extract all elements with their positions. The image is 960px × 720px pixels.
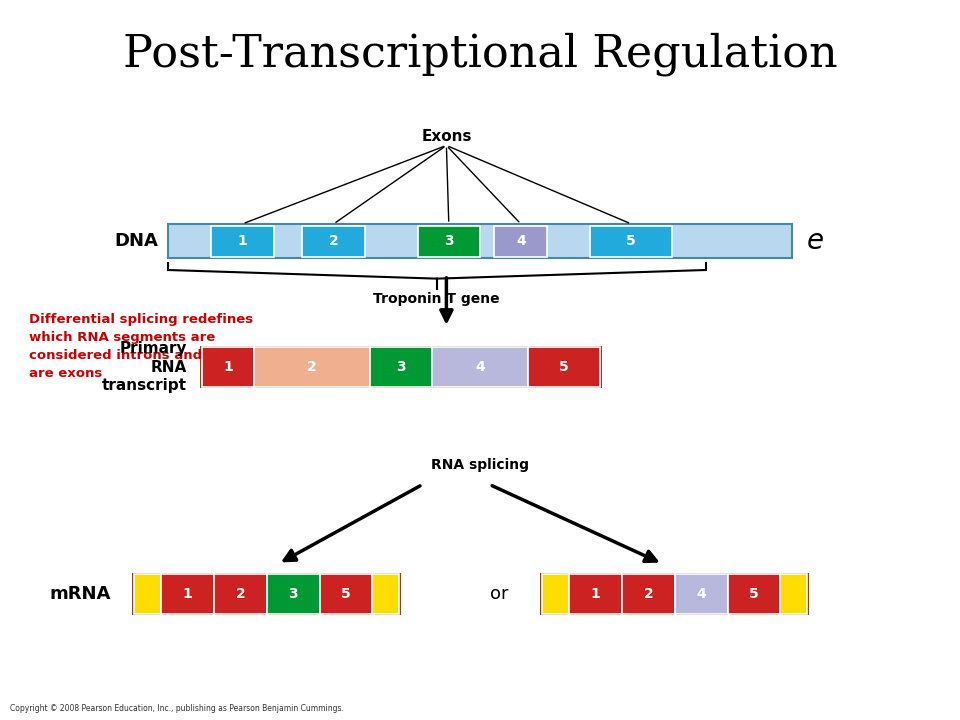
Text: 1: 1 [182, 587, 193, 601]
Text: e: e [806, 228, 824, 255]
Text: mRNA: mRNA [49, 585, 110, 603]
Text: 5: 5 [559, 360, 569, 374]
Text: 1: 1 [590, 587, 601, 601]
FancyBboxPatch shape [202, 348, 254, 387]
Text: Exons: Exons [421, 129, 471, 144]
FancyBboxPatch shape [372, 575, 399, 613]
Text: 3: 3 [288, 587, 299, 601]
Text: 5: 5 [749, 587, 759, 601]
FancyBboxPatch shape [432, 348, 528, 387]
Text: 1: 1 [237, 234, 248, 248]
FancyBboxPatch shape [540, 573, 809, 615]
FancyBboxPatch shape [528, 348, 600, 387]
Text: 2: 2 [643, 587, 654, 601]
Text: 3: 3 [444, 234, 454, 248]
Text: 2: 2 [235, 587, 246, 601]
Text: Post-Transcriptional Regulation: Post-Transcriptional Regulation [123, 32, 837, 76]
FancyBboxPatch shape [494, 225, 547, 257]
FancyBboxPatch shape [214, 575, 267, 613]
FancyBboxPatch shape [542, 575, 569, 613]
FancyBboxPatch shape [161, 575, 214, 613]
FancyBboxPatch shape [134, 575, 161, 613]
Text: Primary
RNA
transcript: Primary RNA transcript [102, 341, 187, 393]
Text: Copyright © 2008 Pearson Education, Inc., publishing as Pearson Benjamin Cumming: Copyright © 2008 Pearson Education, Inc.… [10, 704, 344, 713]
FancyBboxPatch shape [780, 575, 807, 613]
Text: 1: 1 [223, 360, 233, 374]
FancyBboxPatch shape [200, 346, 602, 389]
Text: Differential splicing redefines
which RNA segments are
considered introns and wh: Differential splicing redefines which RN… [29, 313, 252, 380]
Text: Troponin T gene: Troponin T gene [373, 292, 500, 305]
FancyBboxPatch shape [569, 575, 622, 613]
Text: RNA splicing: RNA splicing [431, 458, 529, 472]
FancyBboxPatch shape [267, 575, 320, 613]
FancyBboxPatch shape [211, 225, 274, 257]
Text: 2: 2 [307, 360, 317, 374]
FancyBboxPatch shape [168, 224, 792, 258]
FancyBboxPatch shape [590, 225, 672, 257]
FancyBboxPatch shape [302, 225, 365, 257]
Text: 2: 2 [328, 234, 339, 248]
Text: or: or [490, 585, 509, 603]
Text: DNA: DNA [114, 232, 158, 250]
FancyBboxPatch shape [254, 348, 370, 387]
FancyBboxPatch shape [418, 225, 480, 257]
FancyBboxPatch shape [675, 575, 728, 613]
Text: 5: 5 [626, 234, 636, 248]
FancyBboxPatch shape [622, 575, 675, 613]
Text: 5: 5 [341, 587, 351, 601]
Text: 4: 4 [696, 587, 707, 601]
Text: 4: 4 [475, 360, 485, 374]
FancyBboxPatch shape [320, 575, 372, 613]
FancyBboxPatch shape [728, 575, 780, 613]
Text: 4: 4 [516, 234, 526, 248]
FancyBboxPatch shape [370, 348, 432, 387]
Text: 3: 3 [396, 360, 406, 374]
FancyBboxPatch shape [132, 573, 401, 615]
